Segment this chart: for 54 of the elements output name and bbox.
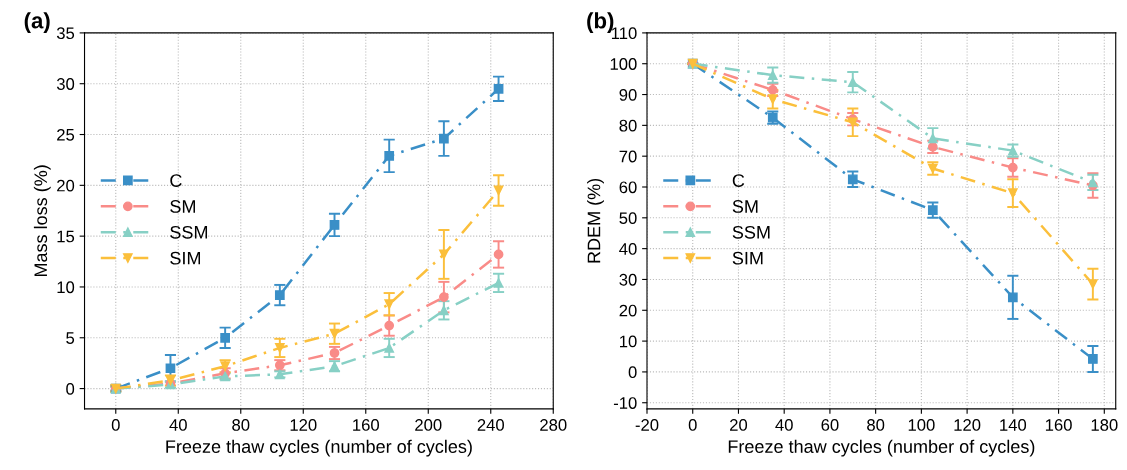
y-tick-label: 10 xyxy=(620,335,637,348)
legend-label: SSM xyxy=(732,225,770,239)
y-tick-label: 10 xyxy=(57,281,75,294)
legend-label: SM xyxy=(732,200,758,213)
x-tick-label: 100 xyxy=(908,419,935,431)
chart-title: (b) xyxy=(587,12,614,33)
chart-title: (a) xyxy=(24,12,50,33)
x-tick-label: 0 xyxy=(688,419,697,431)
legend-label: C xyxy=(732,174,745,187)
y-tick-label: 5 xyxy=(66,332,75,344)
y-tick-label: -10 xyxy=(613,397,637,409)
x-tick-label: 20 xyxy=(730,419,748,431)
y-tick-label: 0 xyxy=(66,382,75,395)
legend-label: C xyxy=(170,174,182,187)
y-tick-label: 25 xyxy=(57,128,75,141)
legend-label: SIM xyxy=(170,251,200,265)
y-tick-label: 20 xyxy=(619,304,637,317)
x-tick-label: 80 xyxy=(867,419,885,431)
x-tick-label: 280 xyxy=(540,419,567,431)
y-tick-label: 15 xyxy=(57,230,75,243)
x-tick-label: 200 xyxy=(415,419,442,431)
x-tick-label: 120 xyxy=(290,419,317,431)
y-tick-label: 40 xyxy=(619,243,637,255)
y-tick-label: 80 xyxy=(619,119,637,132)
x-tick-label: 240 xyxy=(477,419,505,431)
y-axis-title: RDEM (%) xyxy=(587,178,604,263)
x-tick-label: 120 xyxy=(954,419,981,431)
x-tick-label: 180 xyxy=(1091,419,1118,431)
y-tick-label: 60 xyxy=(619,181,637,194)
x-axis-title: Freeze thaw cycles (number of cycles) xyxy=(728,439,1035,457)
legend-label: SM xyxy=(170,200,195,213)
y-tick-label: 90 xyxy=(619,88,637,101)
y-tick-label: 30 xyxy=(619,273,637,286)
x-tick-label: 160 xyxy=(1045,419,1072,431)
y-tick-label: 100 xyxy=(610,58,637,70)
x-tick-label: 80 xyxy=(232,419,250,431)
y-tick-label: 30 xyxy=(56,78,75,90)
x-tick-label: -20 xyxy=(635,419,659,431)
x-tick-label: 0 xyxy=(111,419,120,431)
y-tick-label: 35 xyxy=(56,27,75,40)
y-tick-label: 70 xyxy=(619,150,637,163)
x-axis-title: Freeze thaw cycles (number of cycles) xyxy=(166,439,472,457)
y-tick-label: 20 xyxy=(57,179,75,192)
x-tick-label: 140 xyxy=(1000,419,1027,431)
legend-label: SSM xyxy=(170,225,208,239)
y-tick-label: 50 xyxy=(619,212,637,225)
x-tick-label: 40 xyxy=(169,419,187,431)
x-tick-label: 40 xyxy=(775,419,793,431)
y-axis-title: Mass loss (%) xyxy=(33,165,51,277)
x-tick-label: 60 xyxy=(821,419,839,431)
x-tick-label: 160 xyxy=(353,419,380,431)
y-tick-label: 0 xyxy=(628,366,637,379)
legend-label: SIM xyxy=(732,251,763,265)
y-tick-label: 110 xyxy=(611,27,637,40)
